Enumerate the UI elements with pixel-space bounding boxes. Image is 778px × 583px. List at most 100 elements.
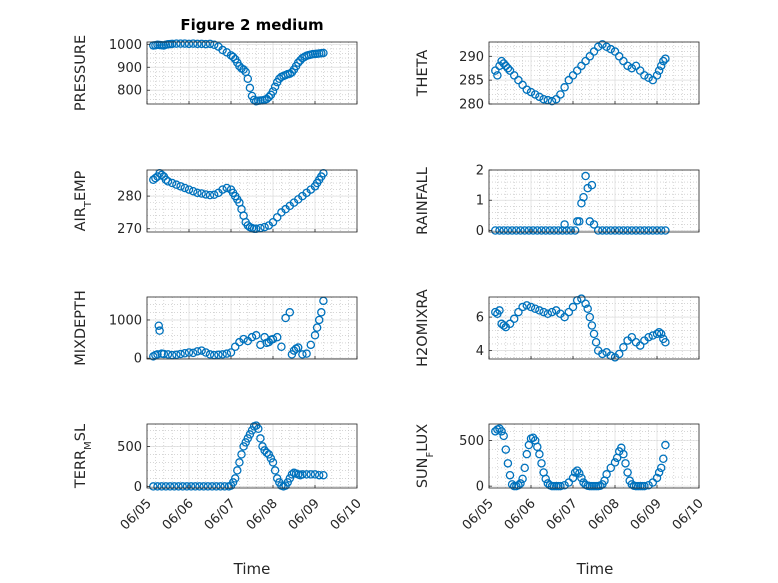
data-point xyxy=(302,470,311,479)
data-point xyxy=(602,42,611,52)
data-point xyxy=(503,226,513,235)
axes-box xyxy=(146,423,358,489)
data-point xyxy=(644,332,653,342)
data-point xyxy=(167,178,177,188)
data-point xyxy=(503,459,513,468)
data-point xyxy=(188,186,198,196)
y-tick-label: 900 xyxy=(117,61,142,76)
data-point xyxy=(319,470,328,480)
data-point xyxy=(251,331,261,340)
data-point xyxy=(256,434,265,443)
axes-box xyxy=(146,169,358,233)
data-point xyxy=(522,85,532,94)
data-point xyxy=(566,226,576,235)
data-point xyxy=(180,39,190,48)
data-point xyxy=(537,459,546,468)
data-point xyxy=(220,482,229,491)
subplot-pressure: 800 900 1000 PRESSURE xyxy=(73,35,358,111)
y-tick-label: 6 xyxy=(476,311,484,326)
data-point xyxy=(264,92,274,102)
data-point xyxy=(302,349,311,358)
data-point xyxy=(209,190,219,200)
data-point xyxy=(562,226,571,235)
data-point xyxy=(568,473,578,483)
data-point xyxy=(530,90,540,99)
data-point xyxy=(266,454,276,463)
data-point xyxy=(491,66,500,75)
data-point xyxy=(222,349,232,358)
data-point xyxy=(648,226,658,235)
data-point xyxy=(218,185,227,194)
data-point xyxy=(585,312,595,322)
data-point xyxy=(652,71,662,80)
data-point xyxy=(621,459,630,468)
data-point xyxy=(541,226,550,235)
data-point xyxy=(214,350,223,360)
y-axis-label: MIXDEPTH xyxy=(73,290,89,366)
x-axis-label-right: Time xyxy=(576,560,614,578)
y-tick-label: 2 xyxy=(476,164,484,179)
data-point xyxy=(619,449,628,459)
data-point xyxy=(165,482,175,491)
data-point xyxy=(222,183,232,193)
data-point xyxy=(205,190,215,200)
data-point xyxy=(610,47,620,56)
data-point xyxy=(598,40,607,49)
data-point xyxy=(516,226,525,235)
data-point xyxy=(648,75,658,85)
y-axis-label: THETA xyxy=(415,50,431,98)
data-point xyxy=(522,301,532,310)
data-point xyxy=(606,44,616,54)
data-point xyxy=(533,226,542,235)
data-point xyxy=(627,226,637,235)
data-point xyxy=(522,449,532,459)
data-point xyxy=(501,445,511,454)
data-point xyxy=(635,341,645,350)
data-point xyxy=(518,474,527,484)
data-point xyxy=(556,481,565,491)
data-point xyxy=(497,427,506,436)
y-tick-label: 280 xyxy=(117,190,142,205)
data-point xyxy=(495,61,504,71)
data-point xyxy=(659,56,668,66)
data-point xyxy=(652,329,662,339)
data-point xyxy=(243,74,253,83)
data-point xyxy=(505,319,515,329)
data-point xyxy=(656,329,666,339)
data-point xyxy=(623,226,632,235)
data-point xyxy=(503,63,513,73)
axes-box xyxy=(146,296,358,360)
axes-box xyxy=(488,423,700,489)
data-point xyxy=(182,482,192,491)
data-point xyxy=(619,226,628,235)
data-point xyxy=(499,431,508,441)
data-point xyxy=(176,39,185,48)
data-point xyxy=(285,308,295,317)
data-point xyxy=(564,478,574,487)
y-axis-label: AIRTEMP xyxy=(73,170,94,231)
data-point xyxy=(568,302,578,312)
data-point xyxy=(535,92,544,102)
data-point xyxy=(640,71,649,80)
data-point xyxy=(623,61,632,71)
data-point xyxy=(201,348,211,357)
data-point xyxy=(272,332,282,342)
data-point xyxy=(606,226,616,235)
axes-box xyxy=(146,41,358,105)
subplot-h2omixra: 4 6 H2OMIXRA xyxy=(415,289,700,367)
data-point xyxy=(167,39,177,49)
data-point xyxy=(157,482,166,491)
data-point xyxy=(497,56,506,66)
data-point xyxy=(205,39,215,49)
data-point xyxy=(537,226,546,235)
data-point xyxy=(623,468,632,477)
data-point xyxy=(155,326,164,335)
data-point xyxy=(606,463,616,473)
data-point xyxy=(526,87,536,97)
data-point xyxy=(640,226,649,235)
figure-title: Figure 2 medium xyxy=(180,16,323,34)
data-point xyxy=(153,482,162,491)
data-point xyxy=(230,342,240,352)
data-point xyxy=(285,474,295,483)
data-point xyxy=(549,226,559,235)
